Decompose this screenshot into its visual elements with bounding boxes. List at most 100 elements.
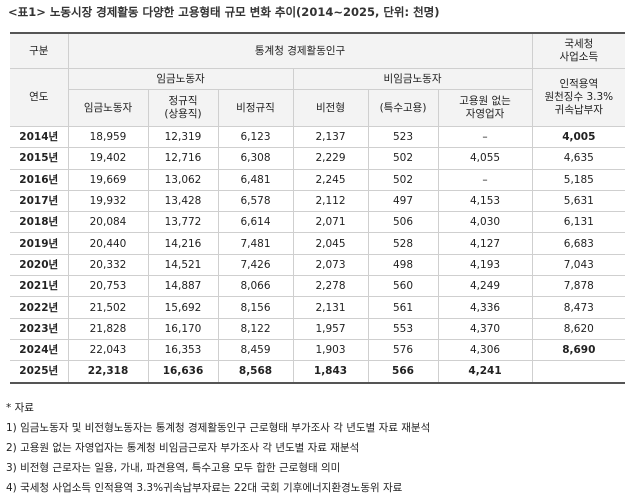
value-cell: 8,459 xyxy=(217,338,294,362)
value-cell: 8,473 xyxy=(531,296,626,319)
value-cell: 2,278 xyxy=(292,275,369,298)
value-cell: 8,122 xyxy=(217,317,294,340)
value-cell: 21,828 xyxy=(67,317,149,340)
value-cell: 4,370 xyxy=(437,317,533,340)
value-cell: 4,030 xyxy=(437,211,533,234)
year-cell: 2023년 xyxy=(10,317,69,340)
value-cell: 4,153 xyxy=(437,189,533,213)
value-cell: 14,887 xyxy=(147,275,219,298)
header-cell: 임금노동자 xyxy=(67,68,294,90)
notes: * 자료 1) 임금노동자 및 비전형노동자는 통계청 경제활동인구 근로형태 … xyxy=(6,398,430,498)
value-cell: 553 xyxy=(367,317,439,340)
value-cell: 16,353 xyxy=(147,338,219,362)
value-cell: 8,156 xyxy=(217,296,294,319)
value-cell: 19,669 xyxy=(67,168,149,191)
table-row: 2017년 19,932 13,428 6,578 2,112 497 4,153 5,631 xyxy=(10,189,626,213)
value-cell: 4,193 xyxy=(437,253,533,277)
header-cell: 구분 xyxy=(10,32,69,69)
value-cell: 4,249 xyxy=(437,275,533,298)
value-cell: 18,959 xyxy=(67,125,149,149)
header-cell: 통계청 경제활동인구 xyxy=(67,32,533,69)
value-cell: 506 xyxy=(367,211,439,234)
value-cell: 20,332 xyxy=(67,253,149,277)
column-header: 비정규직 xyxy=(217,89,294,127)
value-cell: 8,568 xyxy=(217,360,294,384)
value-cell: 20,753 xyxy=(67,275,149,298)
value-cell: 2,045 xyxy=(292,232,369,255)
year-cell: 2017년 xyxy=(10,189,69,213)
value-cell: 4,055 xyxy=(437,147,533,170)
table-title: <표1> 노동시장 경제활동 다양한 고용형태 규모 변화 추이(2014~20… xyxy=(8,5,440,19)
year-cell: 2014년 xyxy=(10,125,69,149)
value-cell: 4,241 xyxy=(437,360,533,384)
column-header: 정규직 (상용직) xyxy=(147,89,219,127)
value-cell: – xyxy=(437,125,533,149)
value-cell: 7,481 xyxy=(217,232,294,255)
value-cell: 4,336 xyxy=(437,296,533,319)
value-cell: 12,319 xyxy=(147,125,219,149)
value-cell: 6,123 xyxy=(217,125,294,149)
value-cell: 4,127 xyxy=(437,232,533,255)
value-cell: 15,692 xyxy=(147,296,219,319)
table-row: 2019년 20,440 14,216 7,481 2,045 528 4,127 6,683 xyxy=(10,232,626,255)
value-cell: 6,308 xyxy=(217,147,294,170)
value-cell: 22,318 xyxy=(67,360,149,384)
year-cell: 2020년 xyxy=(10,253,69,277)
value-cell: 13,772 xyxy=(147,211,219,234)
year-cell: 2025년 xyxy=(10,360,69,384)
value-cell: 2,229 xyxy=(292,147,369,170)
year-cell: 2021년 xyxy=(10,275,69,298)
table-row: 2018년 20,084 13,772 6,614 2,071 506 4,030 6,131 xyxy=(10,211,626,234)
value-cell: 6,683 xyxy=(531,232,626,255)
value-cell: 497 xyxy=(367,189,439,213)
value-cell: 502 xyxy=(367,147,439,170)
table-row: 2021년 20,753 14,887 8,066 2,278 560 4,249 7,878 xyxy=(10,275,626,298)
table-row: 2015년 19,402 12,716 6,308 2,229 502 4,055 4,635 xyxy=(10,147,626,170)
value-cell: 2,073 xyxy=(292,253,369,277)
value-cell: 22,043 xyxy=(67,338,149,362)
value-cell: 2,112 xyxy=(292,189,369,213)
value-cell: 7,426 xyxy=(217,253,294,277)
value-cell: 20,084 xyxy=(67,211,149,234)
value-cell: 7,043 xyxy=(531,253,626,277)
value-cell: 14,521 xyxy=(147,253,219,277)
year-cell: 2018년 xyxy=(10,211,69,234)
table-row: 2023년 21,828 16,170 8,122 1,957 553 4,370 8,620 xyxy=(10,317,626,340)
value-cell: 498 xyxy=(367,253,439,277)
value-cell: 2,137 xyxy=(292,125,369,149)
column-header: 비전형 xyxy=(292,89,369,127)
header-cell: 국세청 사업소득 xyxy=(531,32,626,69)
value-cell: 4,635 xyxy=(531,147,626,170)
value-cell: 2,071 xyxy=(292,211,369,234)
value-cell: 8,690 xyxy=(531,338,626,362)
value-cell: 576 xyxy=(367,338,439,362)
value-cell: 13,062 xyxy=(147,168,219,191)
note-item: 4) 국세청 사업소득 인적용역 3.3%귀속납부자료는 22대 국회 기후에너… xyxy=(6,482,403,494)
value-cell: 8,066 xyxy=(217,275,294,298)
value-cell: 4,306 xyxy=(437,338,533,362)
year-cell: 2016년 xyxy=(10,168,69,191)
value-cell: 6,578 xyxy=(217,189,294,213)
value-cell: 561 xyxy=(367,296,439,319)
year-cell: 2015년 xyxy=(10,147,69,170)
value-cell: 13,428 xyxy=(147,189,219,213)
value-cell: 2,131 xyxy=(292,296,369,319)
year-cell: 2024년 xyxy=(10,338,69,362)
table-row: 2024년 22,043 16,353 8,459 1,903 576 4,306 8,690 xyxy=(10,338,626,362)
value-cell: 523 xyxy=(367,125,439,149)
value-cell: 8,620 xyxy=(531,317,626,340)
column-header: 고용원 없는 자영업자 xyxy=(437,89,533,127)
value-cell: 1,903 xyxy=(292,338,369,362)
value-cell: 1,843 xyxy=(292,360,369,384)
value-cell: 2,245 xyxy=(292,168,369,191)
value-cell: 16,170 xyxy=(147,317,219,340)
value-cell: 6,481 xyxy=(217,168,294,191)
value-cell: 6,614 xyxy=(217,211,294,234)
value-cell: 1,957 xyxy=(292,317,369,340)
value-cell: 6,131 xyxy=(531,211,626,234)
column-header: 임금노동자 xyxy=(67,89,149,127)
year-cell: 2022년 xyxy=(10,296,69,319)
value-cell: 16,636 xyxy=(147,360,219,384)
column-header: (특수고용) xyxy=(367,89,439,127)
